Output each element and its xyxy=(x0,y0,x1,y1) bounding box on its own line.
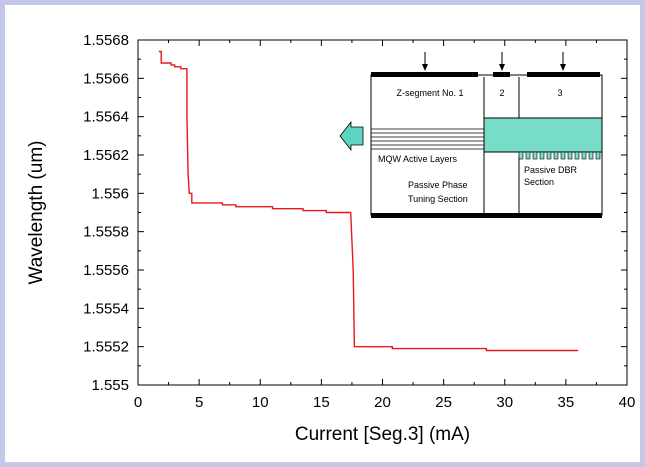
y-tick-label: 1.5558 xyxy=(83,224,129,241)
y-tick-label: 1.5568 xyxy=(83,32,129,49)
x-tick-label: 5 xyxy=(195,394,203,411)
grating-tooth xyxy=(525,151,531,160)
grating-tooth xyxy=(560,151,566,160)
x-tick-label: 25 xyxy=(435,394,452,411)
inset-label-mqw: MQW Active Layers xyxy=(378,154,458,164)
inset-label-phase: Passive Phase Tuning Section xyxy=(408,180,468,204)
y-tick-label: 1.555 xyxy=(91,377,129,394)
y-tick-label: 1.5562 xyxy=(83,147,129,164)
y-tick-label: 1.5564 xyxy=(83,109,129,126)
series-line-0 xyxy=(158,50,579,352)
mqw-layers xyxy=(371,128,484,150)
grating-tooth xyxy=(518,151,524,160)
inset-label-seg1: Z-segment No. 1 xyxy=(396,88,463,98)
inset-label-seg2: 2 xyxy=(499,88,504,98)
x-axis-label: Current [Seg.3] (mA) xyxy=(295,424,470,445)
inset-label-seg3: 3 xyxy=(557,88,562,98)
x-tick-label: 15 xyxy=(313,394,330,411)
dbr-grating xyxy=(518,151,601,160)
y-tick-label: 1.5556 xyxy=(83,262,129,279)
y-tick-label: 1.5554 xyxy=(83,300,129,317)
y-tick-label: 1.5566 xyxy=(83,70,129,87)
grating-tooth xyxy=(567,151,573,160)
grating-tooth xyxy=(553,151,559,160)
current-arrow-seg3 xyxy=(560,52,566,71)
y-axis-label: Wavelength (um) xyxy=(26,141,47,285)
x-tick-label: 30 xyxy=(496,394,513,411)
contact-seg2 xyxy=(493,72,510,77)
device-inset: Z-segment No. 1 2 3 MQW Active Layers Pa… xyxy=(339,52,603,218)
grating-tooth xyxy=(588,151,594,160)
grating-tooth xyxy=(539,151,545,160)
x-tick-label: 10 xyxy=(252,394,269,411)
y-tick-label: 1.556 xyxy=(91,185,129,202)
x-tick-label: 0 xyxy=(134,394,142,411)
x-tick-label: 40 xyxy=(619,394,636,411)
grating-tooth xyxy=(581,151,587,160)
data-layer xyxy=(158,50,579,352)
contact-seg1 xyxy=(371,72,478,77)
y-tick-label: 1.5552 xyxy=(83,339,129,356)
grating-tooth xyxy=(595,151,601,160)
x-tick-label: 20 xyxy=(374,394,391,411)
contact-bottom xyxy=(371,213,602,218)
grating-tooth xyxy=(546,151,552,160)
output-arrow xyxy=(339,120,364,152)
passive-waveguide xyxy=(483,117,603,153)
inset-label-dbr: Passive DBR Section xyxy=(524,165,578,187)
grating-tooth xyxy=(574,151,580,160)
contact-seg3 xyxy=(527,72,600,77)
x-tick-label: 35 xyxy=(558,394,575,411)
axes-layer: 0 5 10 15 20 25 30 35 40 1.555 1.5552 1.5554 1.5556 1… xyxy=(26,32,635,445)
current-arrow-seg1 xyxy=(422,52,428,71)
grating-tooth xyxy=(532,151,538,160)
current-arrow-seg2 xyxy=(499,52,505,71)
